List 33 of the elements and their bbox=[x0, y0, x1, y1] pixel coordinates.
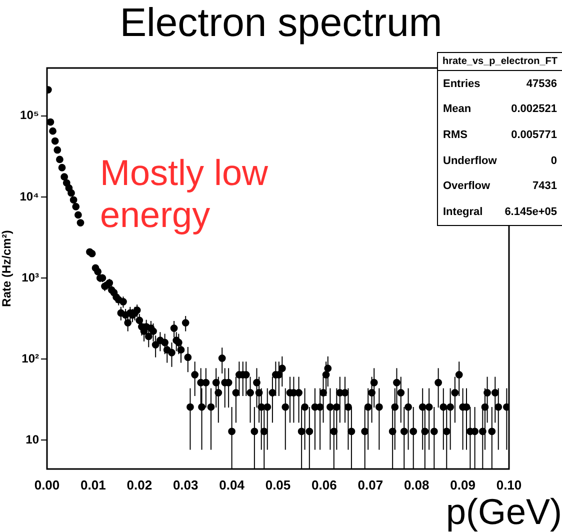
text: 0 bbox=[550, 154, 557, 167]
y-tick-label: 10³ bbox=[22, 270, 40, 284]
x-tick-label: 0.07 bbox=[358, 477, 384, 492]
x-tick-label: 0.01 bbox=[80, 477, 106, 492]
text: 0.002521 bbox=[511, 103, 557, 116]
x-tick-label: 0.02 bbox=[126, 477, 152, 492]
y-tick-label: 10⁴ bbox=[20, 189, 40, 204]
x-axis-title: p(GeV) bbox=[446, 491, 562, 532]
x-tick-label: 0.03 bbox=[172, 477, 198, 492]
annotation: RMS bbox=[443, 128, 468, 141]
y-axis-title: Rate (Hz/cm²) bbox=[0, 230, 14, 307]
annotation: Mean bbox=[443, 103, 472, 116]
x-tick-label: 0.05 bbox=[265, 477, 291, 492]
y-tick-label: 10⁵ bbox=[20, 108, 39, 122]
annotation: Mostly low energy bbox=[100, 152, 270, 236]
annotation: 6.145e+05 bbox=[504, 206, 557, 218]
x-tick-label: 0.06 bbox=[312, 477, 337, 492]
text: 7431 bbox=[532, 180, 557, 192]
x-tick-label: 0.09 bbox=[450, 477, 476, 492]
annotation: Entries bbox=[443, 78, 480, 90]
text: 0.005771 bbox=[511, 128, 557, 141]
x-tick-label: 0.10 bbox=[496, 477, 522, 492]
y-tick-label: 10² bbox=[22, 351, 40, 366]
y-tick-label: 10 bbox=[26, 432, 40, 446]
x-tick-label: 0.04 bbox=[219, 477, 246, 492]
x-tick-label: 0.00 bbox=[34, 477, 60, 492]
chart-title: Electron spectrum bbox=[118, 0, 444, 46]
annotation: Overflow bbox=[443, 180, 490, 192]
text: 47536 bbox=[526, 78, 557, 90]
x-tick-label: 0.08 bbox=[404, 477, 430, 492]
annotation: Underflow bbox=[443, 154, 497, 167]
annotation: Integral bbox=[443, 206, 483, 218]
text: hrate_vs_p_electron_FT bbox=[438, 53, 562, 71]
